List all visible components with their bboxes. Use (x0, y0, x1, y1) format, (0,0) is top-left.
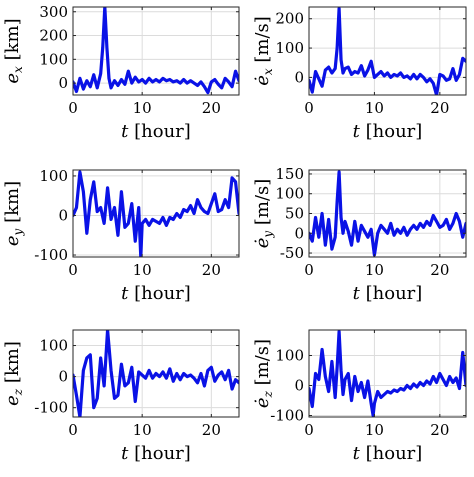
x-tick-label: 20 (430, 421, 449, 439)
y-tick-label: 300 (39, 3, 68, 21)
series-line-ey (73, 170, 239, 257)
x-tick-label: 0 (68, 99, 78, 117)
axes-frame (72, 6, 240, 96)
y-tick-label: -100 (34, 246, 68, 264)
axes-frame (72, 329, 240, 418)
x-tick-label: 0 (68, 261, 78, 279)
y-tick-label: 150 (275, 165, 304, 183)
x-axis-label: t [hour] (121, 283, 191, 304)
x-tick-label: 10 (365, 99, 384, 117)
y-tick-label: 100 (39, 50, 68, 68)
x-tick-label: 10 (133, 421, 152, 439)
axes-frame (308, 329, 467, 418)
y-tick-label: 200 (275, 10, 304, 28)
x-tick-label: 10 (365, 421, 384, 439)
x-axis-label: t [hour] (353, 443, 423, 464)
y-tick-label: 0 (58, 74, 68, 92)
x-tick-label: 0 (304, 99, 314, 117)
x-tick-label: 10 (365, 261, 384, 279)
y-tick-label: 100 (39, 337, 68, 355)
y-tick-label: 50 (285, 205, 304, 223)
y-axis-label: ez [km] (2, 341, 25, 406)
x-tick-label: 20 (202, 99, 221, 117)
y-tick-label: -50 (280, 244, 304, 262)
x-tick-label: 0 (304, 261, 314, 279)
y-axis-label: ey [km] (2, 181, 25, 246)
y-tick-label: -100 (270, 407, 304, 425)
y-axis-label: ex [km] (2, 18, 25, 83)
axes-frame (72, 169, 240, 258)
y-tick-label: -100 (34, 399, 68, 417)
x-axis-label: t [hour] (353, 121, 423, 142)
x-tick-label: 20 (202, 261, 221, 279)
series-line-vy (309, 170, 466, 257)
y-tick-label: 0 (58, 368, 68, 386)
series-line-vz (309, 330, 466, 417)
axes-frame (308, 6, 467, 96)
x-tick-label: 20 (202, 421, 221, 439)
y-axis-label: ėz [m/s] (252, 339, 275, 408)
y-tick-label: 100 (275, 347, 304, 365)
x-tick-label: 0 (68, 421, 78, 439)
y-tick-label: 0 (58, 206, 68, 224)
y-axis-label: ėx [m/s] (252, 16, 275, 86)
y-tick-label: 0 (294, 68, 304, 86)
y-tick-label: 100 (275, 185, 304, 203)
plot-area (309, 7, 466, 95)
x-tick-label: 0 (304, 421, 314, 439)
y-tick-label: 100 (39, 167, 68, 185)
y-tick-label: 0 (294, 377, 304, 395)
x-axis-label: t [hour] (121, 443, 191, 464)
x-tick-label: 20 (430, 99, 449, 117)
series-line-vx (309, 7, 466, 95)
y-tick-label: 200 (39, 27, 68, 45)
y-tick-label: 0 (294, 224, 304, 242)
series-line-ex (73, 7, 239, 95)
y-tick-label: 100 (275, 39, 304, 57)
plot-area (73, 170, 239, 257)
series-line-ez (73, 330, 239, 417)
x-tick-label: 10 (133, 261, 152, 279)
x-axis-label: t [hour] (121, 121, 191, 142)
x-tick-label: 10 (133, 99, 152, 117)
x-axis-label: t [hour] (353, 283, 423, 304)
x-tick-label: 20 (430, 261, 449, 279)
y-axis-label: ėy [m/s] (252, 179, 275, 249)
